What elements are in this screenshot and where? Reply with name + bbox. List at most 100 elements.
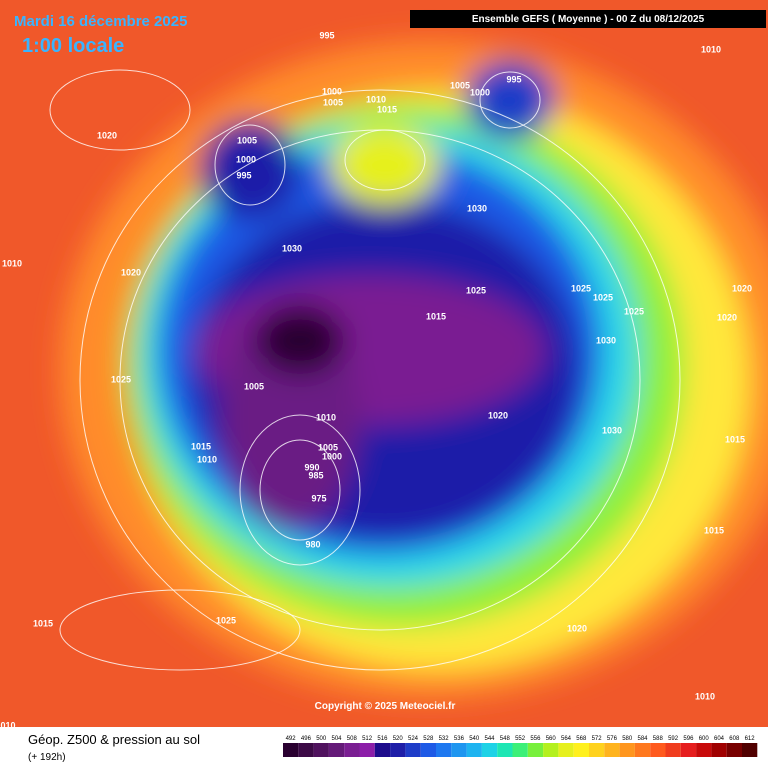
colorbar-label: 588 [653, 736, 664, 742]
pressure-label: 1015 [704, 525, 724, 535]
pressure-label: 1005 [318, 442, 338, 452]
colorbar-label: 568 [576, 736, 587, 742]
colorbar-cell [390, 743, 406, 757]
colorbar-cell [589, 743, 605, 757]
colorbar-cell [481, 743, 498, 757]
pressure-label: 1005 [323, 97, 343, 107]
colorbar-cell [436, 743, 452, 757]
colorbar-cell [619, 743, 635, 757]
colorbar-label: 560 [546, 736, 557, 742]
colorbar-label: 576 [607, 736, 618, 742]
colorbar-cell [665, 743, 681, 757]
colorbar-cell [283, 743, 299, 757]
colorbar-cell [298, 743, 314, 757]
colorbar-label: 540 [469, 736, 480, 742]
colorbar-cell [374, 743, 391, 757]
colorbar-label: 504 [331, 736, 342, 742]
pressure-label: 980 [305, 539, 320, 549]
colorbar-label: 508 [347, 736, 358, 742]
colorbar-cell [558, 743, 574, 757]
pressure-label: 990 [304, 462, 319, 472]
colorbar-cell [359, 743, 375, 757]
pressure-label: 1015 [426, 311, 446, 321]
colorbar-cell [742, 743, 758, 757]
pressure-label: 1030 [467, 203, 487, 213]
colorbar-cell [313, 743, 329, 757]
pressure-label: 1010 [316, 412, 336, 422]
colorbar-label: 544 [484, 736, 495, 742]
colorbar-label: 536 [454, 736, 465, 742]
colorbar-label: 528 [423, 736, 434, 742]
pressure-label: 1010 [695, 691, 715, 701]
colorbar-label: 596 [683, 736, 694, 742]
footer-title: Géop. Z500 & pression au sol [28, 732, 200, 747]
colorbar-label: 496 [301, 736, 312, 742]
colorbar-label: 600 [699, 736, 710, 742]
copyright: Copyright © 2025 Meteociel.fr [315, 701, 456, 712]
pressure-label: 995 [236, 170, 251, 180]
colorbar-cell [573, 743, 589, 757]
colorbar: 492 496 500 504 508 512 516 520 524 528 532 536 540 5… [283, 736, 758, 757]
pressure-label: 1010 [701, 44, 721, 54]
pressure-label: 1005 [244, 381, 264, 391]
colorbar-label: 552 [515, 736, 526, 742]
pressure-label: 1020 [567, 623, 587, 633]
colorbar-label: 584 [637, 736, 648, 742]
colorbar-cell [466, 743, 482, 757]
pressure-label: 1020 [717, 312, 737, 322]
pressure-label: 1015 [33, 618, 53, 628]
geopotential-field [0, 0, 768, 727]
colorbar-label: 608 [729, 736, 740, 742]
pressure-label: 1000 [236, 154, 256, 164]
colorbar-cell [650, 743, 666, 757]
colorbar-cell [328, 743, 345, 757]
pressure-label: 1010 [2, 258, 22, 268]
colorbar-cell [726, 743, 742, 757]
colorbar-cell [405, 743, 421, 757]
pressure-label: 1020 [121, 267, 141, 277]
colorbar-label: 524 [408, 736, 419, 742]
colorbar-label: 604 [714, 736, 725, 742]
local-time: 1:00 locale [22, 35, 124, 57]
header-box [410, 10, 766, 28]
colorbar-label: 564 [561, 736, 572, 742]
pressure-label: 1030 [602, 425, 622, 435]
colorbar-label: 612 [745, 736, 756, 742]
colorbar-label: 512 [362, 736, 373, 742]
pressure-label: 1030 [282, 243, 302, 253]
pressure-label: 1020 [97, 130, 117, 140]
colorbar-cell [527, 743, 544, 757]
colorbar-cell [543, 743, 559, 757]
colorbar-cell [497, 743, 513, 757]
colorbar-label: 548 [500, 736, 511, 742]
colorbar-cell [680, 743, 697, 757]
pressure-label: 1015 [725, 434, 745, 444]
pressure-label: 1025 [593, 292, 613, 302]
colorbar-cell [512, 743, 528, 757]
lead-time: (+ 192h) [28, 752, 66, 763]
pressure-label: 1020 [732, 283, 752, 293]
colorbar-label: 492 [286, 736, 297, 742]
colorbar-cell [711, 743, 727, 757]
colorbar-cell [451, 743, 467, 757]
colorbar-label: 532 [439, 736, 450, 742]
pressure-label: 985 [308, 470, 323, 480]
pressure-label: 1005 [450, 80, 470, 90]
pressure-label: 1025 [216, 615, 236, 625]
colorbar-label: 580 [622, 736, 633, 742]
colorbar-label: 520 [393, 736, 404, 742]
colorbar-label: 556 [530, 736, 541, 742]
colorbar-label: 516 [377, 736, 388, 742]
pressure-label: 1025 [111, 374, 131, 384]
pressure-label: 1015 [377, 104, 397, 114]
pressure-label: 1000 [322, 86, 342, 96]
colorbar-label: 572 [592, 736, 603, 742]
isobars [49, 69, 681, 671]
pressure-label: 1005 [237, 135, 257, 145]
pressure-label: 1025 [571, 283, 591, 293]
pressure-label: 1020 [488, 410, 508, 420]
model-info: Ensemble GEFS ( Moyenne ) - 00 Z du 08/1… [472, 14, 705, 25]
pressure-label: 1000 [470, 87, 490, 97]
